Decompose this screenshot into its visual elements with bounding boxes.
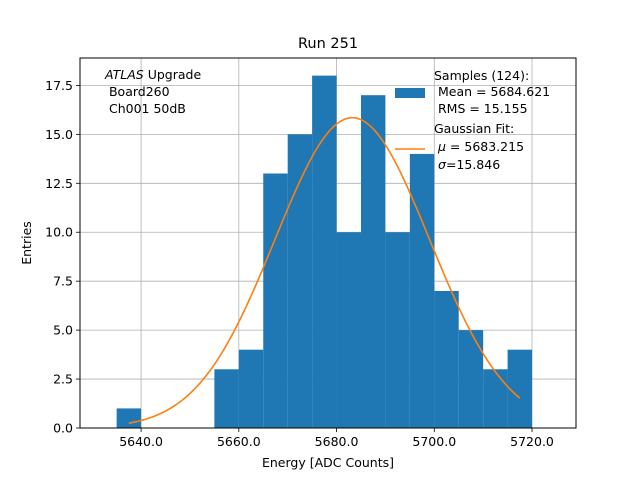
x-tick-label: 5700.0 — [412, 434, 456, 449]
annotation-line-1: ATLAS Upgrade — [104, 67, 201, 82]
histogram-bar — [507, 349, 533, 428]
y-tick-label: 10.0 — [45, 225, 73, 240]
y-tick-label: 7.5 — [53, 274, 73, 289]
legend-samples-rms: RMS = 15.155 — [434, 101, 528, 116]
histogram-bar — [434, 290, 459, 428]
annotation-upgrade: Upgrade — [144, 67, 202, 82]
histogram-bar — [287, 134, 313, 428]
legend-fit-mu: μ = 5683.215 — [437, 139, 524, 154]
y-tick-label: 15.0 — [45, 127, 73, 142]
histogram-bars — [116, 75, 533, 429]
histogram-bar — [116, 408, 142, 428]
y-tick-label: 2.5 — [53, 372, 73, 387]
legend-sigma-symbol: σ — [438, 157, 447, 172]
histogram-bar — [312, 75, 337, 428]
annotation-line-2: Board260 — [105, 84, 170, 99]
legend: Samples (124): Mean = 5684.621 RMS = 15.… — [395, 68, 550, 172]
y-axis-label: Entries — [19, 221, 34, 265]
y-tick-label: 17.5 — [45, 78, 73, 93]
y-ticks: 0.0 2.5 5.0 7.5 10.0 12.5 15.0 17.5 — [45, 78, 80, 436]
legend-fit-title: Gaussian Fit: — [434, 121, 514, 136]
histogram-bar — [458, 330, 484, 428]
histogram-bar — [385, 232, 410, 428]
histogram-bar — [263, 173, 288, 428]
x-tick-label: 5640.0 — [119, 434, 163, 449]
legend-samples-title: Samples (124): — [434, 68, 529, 83]
legend-fit-sigma: σ=15.846 — [438, 157, 500, 172]
legend-mu-symbol: μ — [437, 139, 446, 154]
gaussian-fit — [128, 116, 521, 424]
histogram-bar — [336, 232, 361, 428]
chart-title: Run 251 — [298, 36, 358, 52]
y-tick-label: 0.0 — [53, 421, 73, 436]
histogram-bar — [360, 95, 386, 428]
x-axis-label: Energy [ADC Counts] — [262, 455, 394, 470]
histogram-bar — [214, 369, 239, 428]
plot-frame — [79, 57, 577, 429]
legend-sigma-value: =15.846 — [446, 157, 500, 172]
fit-curve — [128, 116, 521, 424]
x-tick-label: 5720.0 — [510, 434, 554, 449]
x-tick-label: 5680.0 — [315, 434, 359, 449]
x-tick-label: 5660.0 — [217, 434, 261, 449]
histogram-bar — [409, 153, 435, 429]
legend-samples-mean: Mean = 5684.621 — [434, 84, 550, 99]
y-tick-label: 5.0 — [53, 323, 73, 338]
histogram-bar — [238, 349, 264, 428]
y-tick-label: 12.5 — [45, 176, 73, 191]
x-ticks: 5640.0 5660.0 5680.0 5700.0 5720.0 — [119, 428, 554, 449]
annotation-line-3: Ch001 50dB — [105, 101, 186, 116]
histogram-bar — [483, 369, 508, 428]
annotation-atlas: ATLAS — [104, 67, 144, 82]
legend-samples-swatch — [395, 88, 425, 98]
legend-mu-value: = 5683.215 — [446, 139, 524, 154]
